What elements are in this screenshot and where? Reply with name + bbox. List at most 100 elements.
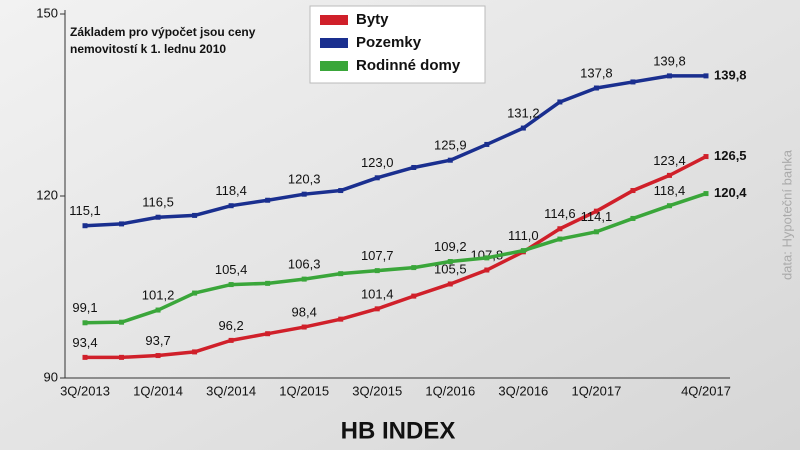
value-label: 109,2 (434, 239, 467, 254)
point (338, 188, 344, 194)
point (374, 306, 380, 312)
point (192, 290, 198, 296)
point (593, 208, 599, 214)
value-label: 118,4 (654, 183, 686, 198)
value-label: 126,5 (714, 148, 747, 163)
point (374, 268, 380, 274)
point (447, 157, 453, 163)
point (703, 73, 709, 79)
x-tick-label: 1Q/2015 (279, 383, 329, 398)
point (411, 265, 417, 271)
point (630, 215, 636, 221)
point (557, 236, 563, 242)
x-tick-label: 3Q/2015 (352, 383, 402, 398)
value-label: 131,2 (507, 105, 540, 120)
value-label: 114,6 (544, 206, 576, 221)
series-line (84, 74, 706, 228)
value-label: 123,4 (653, 153, 686, 168)
value-label: 106,3 (288, 257, 321, 272)
point (155, 214, 161, 220)
point (301, 324, 307, 330)
point (119, 354, 125, 360)
value-label: 93,4 (72, 335, 97, 350)
point (119, 221, 125, 227)
x-tick-label: 3Q/2013 (60, 383, 110, 398)
point (411, 293, 417, 299)
point (593, 85, 599, 91)
value-label: 116,5 (142, 195, 174, 210)
value-label: 105,4 (215, 262, 248, 277)
y-tick-label: 150 (36, 5, 58, 20)
point (265, 197, 271, 203)
point (374, 175, 380, 181)
value-label: 101,2 (142, 287, 175, 302)
point (520, 248, 526, 254)
point (593, 229, 599, 235)
value-label: 101,4 (361, 286, 394, 301)
value-label: 111,0 (508, 228, 539, 243)
point (703, 154, 709, 160)
point (520, 125, 526, 131)
value-label: 118,4 (215, 183, 247, 198)
value-label: 125,9 (434, 138, 467, 153)
legend-swatch (320, 61, 348, 71)
x-tick-label: 3Q/2016 (498, 383, 548, 398)
point (666, 203, 672, 209)
value-label: 123,0 (361, 155, 394, 170)
x-tick-label: 4Q/2017 (681, 383, 731, 398)
value-label: 120,4 (714, 185, 747, 200)
point (265, 331, 271, 337)
point (155, 353, 161, 359)
value-label: 120,3 (288, 172, 321, 187)
point (447, 259, 453, 265)
legend-swatch (320, 15, 348, 25)
chart-title: HB INDEX (341, 417, 456, 444)
series-line (84, 191, 707, 325)
point (411, 164, 417, 170)
point (301, 276, 307, 282)
y-tick-label: 90 (44, 369, 58, 384)
y-tick-label: 120 (36, 187, 58, 202)
point (484, 141, 490, 147)
point (484, 267, 490, 273)
point (630, 188, 636, 194)
point (82, 320, 88, 326)
point (557, 226, 563, 232)
value-label: 139,8 (714, 67, 747, 82)
point (338, 271, 344, 277)
source: data: Hypoteční banka (779, 149, 794, 280)
point (228, 203, 234, 209)
point (301, 191, 307, 197)
point (228, 282, 234, 288)
value-label: 139,8 (653, 53, 686, 68)
legend-label: Byty (356, 11, 389, 28)
point (192, 349, 198, 355)
value-label: 107,7 (361, 248, 394, 263)
value-label: 137,8 (580, 65, 613, 80)
point (155, 307, 161, 313)
point (447, 281, 453, 287)
point (338, 316, 344, 322)
legend-swatch (320, 38, 348, 48)
value-label: 114,1 (581, 209, 613, 224)
value-label: 99,1 (72, 300, 97, 315)
point (666, 73, 672, 79)
point (228, 337, 234, 343)
x-tick-label: 1Q/2017 (571, 383, 621, 398)
point (265, 280, 271, 286)
point (557, 99, 563, 105)
point (630, 79, 636, 85)
legend-label: Rodinné domy (356, 57, 461, 74)
value-label: 96,2 (218, 318, 243, 333)
value-label: 115,1 (69, 203, 101, 218)
annotation: Základem pro výpočet jsou ceny (70, 25, 256, 39)
series-line (85, 155, 707, 360)
point (703, 191, 709, 197)
point (484, 255, 490, 261)
x-tick-label: 1Q/2014 (133, 383, 183, 398)
value-label: 105,5 (434, 261, 467, 276)
point (192, 212, 198, 218)
point (119, 319, 125, 325)
